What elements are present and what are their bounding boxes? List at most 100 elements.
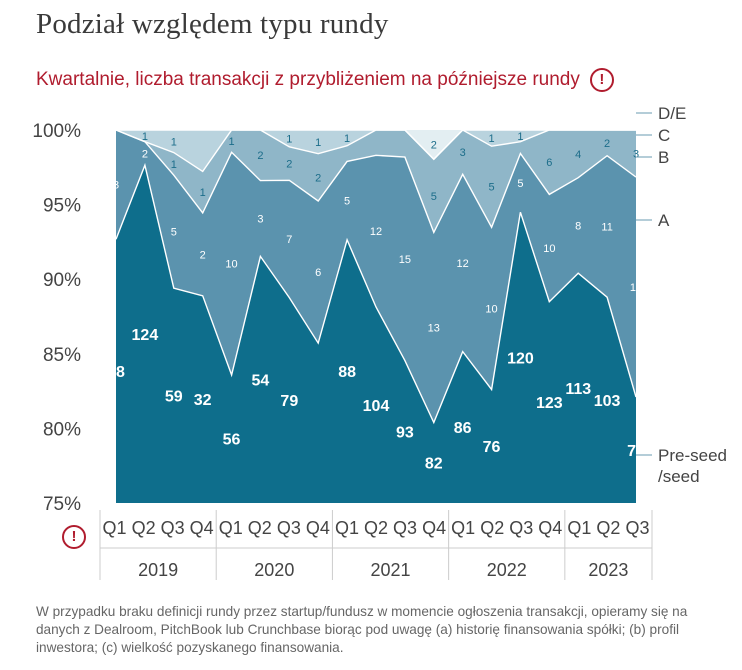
data-label: 4 — [575, 149, 581, 161]
data-label: 11 — [601, 221, 612, 233]
chart-subtitle: Kwartalnie, liczba transakcji z przybliż… — [36, 69, 580, 90]
year-label: 2023 — [588, 560, 628, 580]
series-area-pre-seed-seed — [116, 165, 636, 503]
data-label: 123 — [536, 395, 563, 412]
y-tick-label: 75% — [43, 494, 81, 515]
series-area-c — [116, 130, 636, 172]
year-label: 2020 — [254, 560, 294, 580]
data-label: 1 — [344, 133, 350, 145]
x-tick-label: Q1 — [219, 518, 243, 538]
data-label: 10 — [225, 259, 237, 271]
data-label: 2 — [200, 249, 206, 261]
series-boundary-line — [116, 129, 636, 161]
data-label: 8 — [575, 220, 581, 232]
series-area-a — [116, 130, 636, 423]
y-tick-label: 90% — [43, 270, 81, 291]
data-label: 5 — [431, 191, 437, 203]
data-label: 124 — [132, 327, 159, 344]
data-label: 1 — [315, 137, 321, 149]
x-tick-label: Q3 — [161, 518, 185, 538]
x-tick-label: Q1 — [567, 518, 591, 538]
x-tick-label: Q2 — [132, 518, 156, 538]
year-label: 2022 — [487, 560, 527, 580]
x-tick-label: Q4 — [190, 518, 214, 538]
x-tick-label: Q2 — [248, 518, 272, 538]
series-boundary-line — [115, 162, 637, 425]
x-tick-label: Q3 — [393, 518, 417, 538]
x-tick-label: Q1 — [451, 518, 475, 538]
data-label: 2 — [431, 140, 437, 152]
y-tick-label: 100% — [32, 121, 81, 142]
data-label: 79 — [280, 393, 298, 410]
series-name-label: D/E — [658, 104, 686, 123]
data-label: 59 — [165, 388, 183, 405]
x-tick-label: Q4 — [538, 518, 562, 538]
data-label: 3 — [633, 149, 639, 161]
year-label: 2021 — [371, 560, 411, 580]
year-label: 2019 — [138, 560, 178, 580]
data-label: 1 — [171, 136, 177, 148]
data-label: 15 — [399, 254, 411, 266]
series-boundary-line — [115, 129, 637, 235]
x-tick-label: Q4 — [306, 518, 330, 538]
data-label: 2 — [604, 138, 610, 150]
data-label: 86 — [454, 420, 472, 437]
chart-title: Podział względem typu rundy — [36, 8, 389, 40]
footnote: W przypadku braku definicji rundy przez … — [36, 604, 688, 655]
data-label: 7 — [286, 234, 292, 246]
x-tick-label: Q1 — [103, 518, 127, 538]
x-tick-label: Q2 — [596, 518, 620, 538]
data-label: 56 — [223, 432, 241, 449]
data-label: 2 — [257, 150, 263, 162]
x-tick-label: Q2 — [480, 518, 504, 538]
exclamation-circle-icon[interactable]: ! — [62, 525, 86, 549]
series-name-label: C — [658, 126, 670, 145]
x-tick-label: Q3 — [625, 518, 649, 538]
y-tick-label: 85% — [43, 345, 81, 366]
series-name-label: A — [658, 211, 670, 230]
series-area-b — [116, 130, 636, 233]
data-label: 103 — [594, 393, 621, 410]
data-label: 10 — [485, 303, 497, 315]
data-label: 1 — [142, 131, 148, 143]
x-tick-label: Q3 — [509, 518, 533, 538]
data-label: 2 — [315, 172, 321, 184]
data-label: 1 — [200, 187, 206, 199]
data-label: 2 — [142, 148, 148, 160]
data-label: 76 — [483, 439, 501, 456]
data-label: 1 — [171, 159, 177, 171]
data-label: 104 — [363, 398, 390, 415]
data-label: 5 — [171, 227, 177, 239]
x-tick-label: Q3 — [277, 518, 301, 538]
data-label: 1 — [517, 131, 523, 143]
data-label: 6 — [546, 157, 552, 169]
data-label: 5 — [517, 178, 523, 190]
data-label: 38 — [107, 364, 125, 381]
data-label: 3 — [460, 147, 466, 159]
x-tick-label: Q4 — [422, 518, 446, 538]
x-tick-label: Q1 — [335, 518, 359, 538]
data-label: 1 — [488, 133, 494, 145]
y-tick-label: 95% — [43, 196, 81, 217]
data-label: 6 — [315, 267, 321, 279]
data-label: 5 — [344, 196, 350, 208]
subtitle-row: Kwartalnie, liczba transakcji z przybliż… — [36, 68, 614, 92]
data-label: 3 — [257, 213, 263, 225]
data-label: 93 — [396, 425, 414, 442]
data-label: 78 — [627, 443, 645, 460]
data-label: 13 — [428, 322, 440, 334]
data-label: 12 — [370, 226, 382, 238]
data-label: 12 — [457, 258, 469, 270]
data-label: 3 — [113, 180, 119, 192]
exclamation-circle-icon[interactable]: ! — [589, 68, 614, 92]
data-label: 120 — [507, 350, 534, 367]
series-name-label: Pre-seed/seed — [658, 446, 727, 486]
x-tick-label: Q2 — [364, 518, 388, 538]
data-label: 1 — [286, 133, 292, 145]
series-name-label: B — [658, 148, 669, 167]
y-tick-label: 80% — [43, 419, 81, 440]
data-label: 88 — [338, 364, 356, 381]
data-label: 82 — [425, 456, 443, 473]
data-label: 2 — [286, 158, 292, 170]
